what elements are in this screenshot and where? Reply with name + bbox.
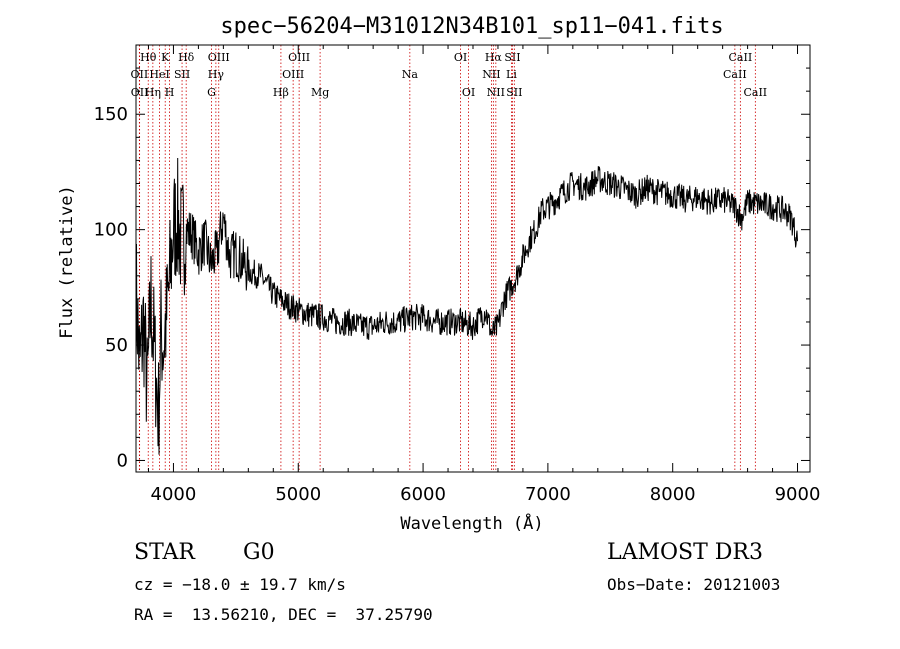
marker-label: OI bbox=[462, 86, 475, 99]
ra-dec-text: RA = 13.56210, DEC = 37.25790 bbox=[134, 605, 433, 624]
marker-label: OIII bbox=[282, 68, 304, 81]
marker-label: OI bbox=[454, 51, 467, 64]
marker-label: OII bbox=[131, 86, 149, 99]
marker-label: SII bbox=[174, 68, 190, 81]
marker-label: Hθ bbox=[140, 51, 157, 64]
y-tick-label: 100 bbox=[94, 220, 128, 241]
axis-ticks: 4000 5000 6000 7000 8000 9000 0 50 100 150 bbox=[94, 45, 821, 505]
marker-label: CaII bbox=[729, 51, 753, 64]
marker-label: Hβ bbox=[273, 86, 289, 99]
x-axis-label: Wavelength (Å) bbox=[400, 512, 543, 534]
marker-label: H bbox=[165, 86, 175, 99]
marker-label: OIII bbox=[208, 51, 230, 64]
x-tick-label: 6000 bbox=[400, 484, 446, 505]
spectrum-line bbox=[135, 157, 798, 455]
redshift-text: cz = −18.0 ± 19.7 km/s bbox=[134, 575, 346, 594]
marker-label: HeI bbox=[149, 68, 169, 81]
x-tick-label: 7000 bbox=[525, 484, 571, 505]
marker-label: Mg bbox=[311, 86, 329, 99]
marker-label: G bbox=[207, 86, 216, 99]
x-tick-label: 5000 bbox=[275, 484, 321, 505]
marker-label: Hα bbox=[485, 51, 503, 64]
obs-date-text: Obs−Date: 20121003 bbox=[607, 575, 781, 594]
x-tick-label: 9000 bbox=[775, 484, 821, 505]
marker-label: Hγ bbox=[208, 68, 225, 81]
marker-label: OIII bbox=[288, 51, 310, 64]
marker-label: Li bbox=[506, 68, 517, 81]
marker-label: Hδ bbox=[178, 51, 195, 64]
survey-label: LAMOST DR3 bbox=[607, 540, 763, 565]
marker-label: CaII bbox=[743, 86, 767, 99]
class-label: STAR bbox=[134, 540, 195, 565]
marker-label: Hη bbox=[145, 86, 161, 99]
marker-label: Na bbox=[402, 68, 419, 81]
marker-label: K bbox=[161, 51, 170, 64]
y-tick-label: 0 bbox=[117, 450, 128, 471]
chart-title: spec−56204−M31012N34B101_sp11−041.fits bbox=[220, 14, 723, 39]
marker-label: SII bbox=[506, 86, 522, 99]
subclass-label: G0 bbox=[243, 540, 275, 565]
spectrum-series bbox=[135, 157, 798, 455]
x-tick-label: 4000 bbox=[151, 484, 197, 505]
marker-label: NII bbox=[487, 86, 505, 99]
y-tick-label: 50 bbox=[105, 335, 128, 356]
plot-frame bbox=[135, 44, 811, 473]
x-tick-label: 8000 bbox=[650, 484, 696, 505]
y-axis-label: Flux (relative) bbox=[57, 185, 77, 339]
y-tick-label: 150 bbox=[94, 104, 128, 125]
marker-label: NII bbox=[482, 68, 500, 81]
marker-label: CaII bbox=[723, 68, 747, 81]
marker-label: SII bbox=[504, 51, 520, 64]
